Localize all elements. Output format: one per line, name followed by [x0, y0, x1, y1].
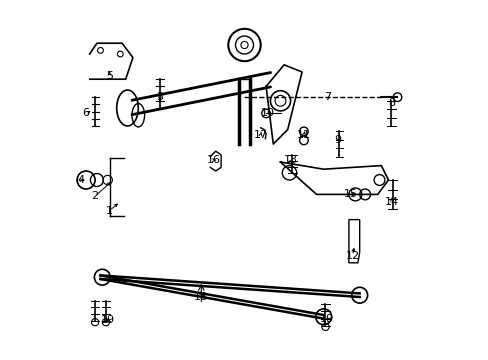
- Text: 6: 6: [82, 108, 89, 118]
- Text: 7: 7: [323, 92, 330, 102]
- Text: 12: 12: [345, 251, 359, 261]
- Text: 5: 5: [106, 71, 113, 81]
- Text: 9: 9: [334, 135, 341, 145]
- Text: 11: 11: [296, 130, 310, 140]
- Text: 14: 14: [384, 197, 398, 207]
- Text: 3: 3: [156, 92, 163, 102]
- FancyArrowPatch shape: [132, 73, 270, 100]
- Text: 17: 17: [253, 130, 267, 140]
- Text: 19: 19: [320, 314, 334, 324]
- Text: 19: 19: [101, 315, 115, 325]
- Text: 4: 4: [77, 175, 84, 185]
- Text: 15: 15: [343, 189, 357, 199]
- Text: 18: 18: [194, 292, 208, 302]
- Text: 16: 16: [206, 155, 221, 165]
- FancyArrowPatch shape: [132, 87, 270, 114]
- Text: 1: 1: [106, 206, 113, 216]
- Text: 13: 13: [284, 155, 298, 165]
- Text: 8: 8: [388, 98, 395, 108]
- Text: 2: 2: [91, 191, 99, 201]
- Text: 10: 10: [261, 108, 274, 118]
